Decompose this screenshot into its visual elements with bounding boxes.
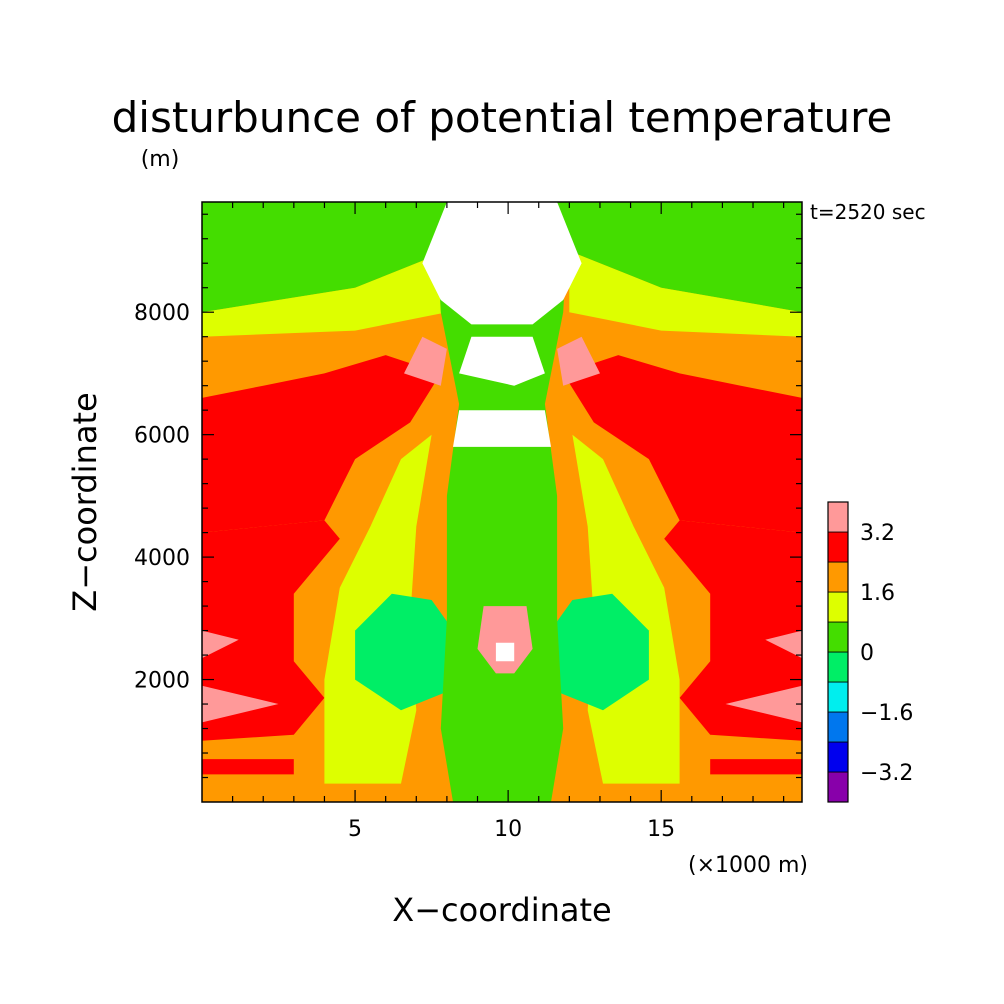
y-axis-title: Z−coordinate xyxy=(66,392,104,611)
contour-region-center-white-band xyxy=(453,410,551,447)
colorbar-swatch xyxy=(827,501,849,533)
colorbar-swatch xyxy=(827,621,849,653)
contour-region-center-white-mid xyxy=(459,336,545,386)
y-tick-label: 6000 xyxy=(134,424,190,449)
contour-region-left-pink-edge-2 xyxy=(202,685,279,723)
colorbar-tick-label: 1.6 xyxy=(860,581,895,606)
colorbar-tick-label: −1.6 xyxy=(860,701,913,726)
contour-region-right-pink-patch-top xyxy=(557,336,600,386)
colorbar-swatch xyxy=(827,591,849,623)
contour-region-center-pink-low xyxy=(477,606,533,674)
colorbar-swatch xyxy=(827,771,849,803)
contour-region-left-red-plume xyxy=(202,355,441,533)
contour-region-upper-yellow-left xyxy=(202,251,447,337)
contour-region-upper-green xyxy=(202,202,802,313)
y-tick-label: 2000 xyxy=(134,669,190,694)
colorbar-swatch xyxy=(827,651,849,683)
y-tick-label: 8000 xyxy=(134,301,190,326)
contour-region-left-red-bottom xyxy=(202,759,294,775)
contour-region-center-white-top xyxy=(422,202,582,325)
contour-regions xyxy=(202,202,802,802)
x-unit-label: (×1000 m) xyxy=(688,853,808,878)
chart-title: disturbunce of potential temperature xyxy=(112,93,893,142)
colorbar-swatch xyxy=(827,531,849,563)
colorbar-swatch xyxy=(827,741,849,773)
colorbar-frame xyxy=(827,501,849,803)
contour-region-right-green-blob xyxy=(541,593,649,711)
x-tick-label: 15 xyxy=(647,817,675,842)
contour-region-upper-yellow-right xyxy=(569,251,802,337)
colorbar-tick-label: 3.2 xyxy=(860,521,895,546)
contour-region-left-red-low xyxy=(202,520,340,741)
x-tick-label: 5 xyxy=(348,817,362,842)
contour-region-left-pink-patch-top xyxy=(404,336,447,386)
x-tick-label: 10 xyxy=(494,817,522,842)
contour-region-right-pink-edge-1 xyxy=(765,630,802,659)
y-tick-label: 4000 xyxy=(134,546,190,571)
time-annotation: t=2520 sec xyxy=(810,200,926,224)
contour-region-right-red-low xyxy=(664,520,802,741)
contour-region-right-red-bottom xyxy=(710,759,802,775)
y-axis-ticks: 2000 4000 6000 8000 xyxy=(134,213,802,779)
colorbar-swatch xyxy=(827,681,849,713)
plot-frame xyxy=(201,201,803,803)
colorbar-swatch xyxy=(827,711,849,743)
colorbar-tick-label: 0 xyxy=(860,641,874,666)
x-axis-ticks: 5 10 15 xyxy=(232,202,785,842)
colorbar-swatch xyxy=(827,561,849,593)
contour-region-left-green-blob xyxy=(355,593,463,711)
contour-region-right-pink-edge-2 xyxy=(725,685,802,723)
contour-region-left-pink-edge-1 xyxy=(202,630,239,659)
contour-region-right-red-plume xyxy=(563,355,802,533)
contour-region-center-white-low xyxy=(495,642,515,662)
plot-area: 5 10 15 2000 4000 6000 8000 xyxy=(134,201,803,842)
colorbar-tick-label: −3.2 xyxy=(860,761,913,786)
y-unit-label: (m) xyxy=(141,147,180,172)
colorbar: −3.2 −1.6 0 1.6 3.2 xyxy=(827,501,913,803)
x-axis-title: X−coordinate xyxy=(392,891,611,929)
